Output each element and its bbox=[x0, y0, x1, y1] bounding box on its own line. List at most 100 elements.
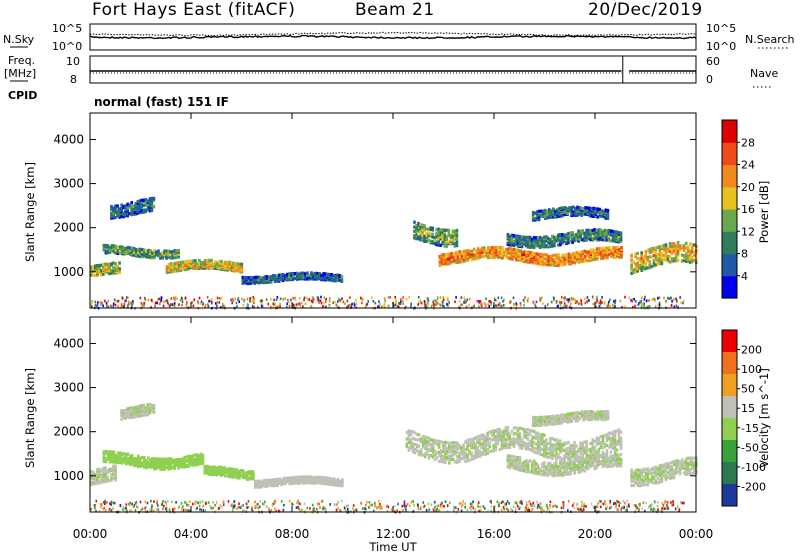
velocity-colorbar: 200 100 50 15 -15 -50 -100 -200 bbox=[721, 329, 766, 507]
colorbar-tick-label: 50 bbox=[741, 383, 755, 396]
nsky-trace bbox=[89, 34, 697, 40]
noise-tick-left-bottom: 10^0 bbox=[52, 40, 82, 53]
colorbar-swatch bbox=[722, 186, 737, 210]
time-tick-label: 16:00 bbox=[477, 527, 512, 541]
noise-tick-right-top: 10^5 bbox=[706, 22, 736, 35]
velocity-axes: 1000 2000 3000 4000 bbox=[53, 317, 697, 512]
time-tick-label: 00:00 bbox=[679, 527, 714, 541]
freq-tick-left-top: 10 bbox=[66, 55, 80, 68]
colorbar-tick-label: 20 bbox=[741, 181, 755, 194]
noise-tick-right-bottom: 10^0 bbox=[706, 40, 736, 53]
y-tick-label: 4000 bbox=[53, 336, 84, 350]
colorbar-swatch bbox=[722, 120, 737, 143]
velocity-echo-region bbox=[102, 449, 205, 471]
colorbar-tick-label: -100 bbox=[741, 461, 766, 474]
time-tick-label: 08:00 bbox=[275, 527, 310, 541]
power-echo-region bbox=[90, 261, 121, 278]
power-echo-region bbox=[630, 241, 698, 275]
power-echo-region bbox=[110, 196, 156, 220]
velocity-echo-region bbox=[630, 456, 698, 488]
colorbar-swatch bbox=[722, 484, 737, 507]
nsky-label: N.Sky bbox=[3, 33, 35, 46]
freq-tick-right-bottom: 0 bbox=[706, 73, 713, 86]
cpid-text: normal (fast) 151 IF bbox=[94, 95, 229, 109]
power-echo-region bbox=[506, 228, 623, 250]
freq-label: Freq. bbox=[8, 54, 35, 67]
colorbar-tick-label: 100 bbox=[741, 363, 762, 376]
nsearch-label: N.Search bbox=[745, 33, 795, 46]
time-tick-label: 12:00 bbox=[376, 527, 411, 541]
colorbar-swatch bbox=[722, 418, 737, 441]
velocity-echo-region bbox=[203, 464, 255, 481]
time-tick-labels: 00:00 04:00 08:00 12:00 16:00 20:00 00:00 bbox=[73, 527, 714, 541]
colorbar-tick-label: 28 bbox=[741, 136, 755, 149]
velocity-echo-region bbox=[254, 475, 344, 489]
colorbar-tick-label: -50 bbox=[741, 441, 759, 454]
power-echo-region bbox=[438, 245, 623, 267]
colorbar-tick-label: -15 bbox=[741, 422, 759, 435]
colorbar-tick-label: -200 bbox=[741, 480, 766, 493]
y-tick-label: 3000 bbox=[53, 177, 84, 191]
colorbar-swatch bbox=[722, 352, 737, 375]
cpid-label: CPID bbox=[8, 89, 37, 102]
velocity-echo-region bbox=[90, 464, 117, 486]
velocity-ylabel: Slant Range [km] bbox=[23, 368, 37, 468]
time-axis-label: Time UT bbox=[368, 540, 417, 554]
colorbar-swatch bbox=[722, 231, 737, 255]
time-tick-label: 00:00 bbox=[73, 527, 108, 541]
power-cbar-label: Power [dB] bbox=[757, 181, 771, 244]
colorbar-tick-label: 15 bbox=[741, 402, 755, 415]
y-tick-label: 1000 bbox=[53, 469, 84, 483]
colorbar-swatch bbox=[722, 142, 737, 166]
colorbar-frame bbox=[721, 329, 738, 507]
colorbar-swatch bbox=[722, 209, 737, 232]
freq-tick-left-bottom: 8 bbox=[70, 73, 77, 86]
freq-tick-right-top: 60 bbox=[706, 55, 720, 68]
velocity-echo-region bbox=[531, 409, 610, 428]
time-tick-label: 20:00 bbox=[578, 527, 613, 541]
colorbar-swatch bbox=[722, 330, 737, 353]
colorbar-swatch bbox=[722, 275, 737, 299]
y-tick-label: 1000 bbox=[53, 265, 84, 279]
velocity-echo-region bbox=[506, 452, 623, 478]
freq-unit-label: [MHz] bbox=[4, 67, 36, 80]
noise-tick-left-top: 10^5 bbox=[52, 22, 82, 35]
y-tick-label: 4000 bbox=[53, 132, 84, 146]
time-tick-label: 04:00 bbox=[174, 527, 209, 541]
colorbar-swatch bbox=[722, 374, 737, 397]
colorbar-swatch bbox=[722, 253, 737, 277]
colorbar-swatch bbox=[722, 462, 737, 485]
velocity-ground-scatter bbox=[90, 499, 685, 514]
velocity-cbar-label: Velocity [m s^-1] bbox=[757, 368, 771, 468]
date-label: 20/Dec/2019 bbox=[588, 0, 703, 20]
colorbar-swatch bbox=[722, 440, 737, 463]
power-echo-region bbox=[102, 243, 180, 260]
velocity-echo-region bbox=[120, 403, 156, 421]
colorbar-swatch bbox=[722, 164, 737, 188]
power-echoes bbox=[90, 196, 698, 310]
velocity-echoes bbox=[90, 403, 698, 514]
y-tick-label: 3000 bbox=[53, 381, 84, 395]
power-ylabel: Slant Range [km] bbox=[23, 162, 37, 262]
power-colorbar: 4 8 12 16 20 24 28 bbox=[721, 119, 755, 299]
noise-traces bbox=[89, 31, 697, 40]
power-echo-region bbox=[413, 220, 459, 248]
colorbar-tick-label: 200 bbox=[741, 344, 762, 357]
power-axes: 1000 2000 3000 4000 bbox=[53, 113, 697, 308]
colorbar-tick-label: 16 bbox=[741, 203, 755, 216]
power-echo-region bbox=[241, 271, 344, 286]
station-title: Fort Hays East (fitACF) bbox=[92, 0, 296, 20]
colorbar-tick-label: 4 bbox=[741, 270, 748, 283]
colorbar-tick-label: 24 bbox=[741, 159, 755, 172]
colorbar-tick-label: 8 bbox=[741, 248, 748, 261]
freq-traces bbox=[90, 56, 696, 83]
power-echo-region bbox=[165, 258, 244, 274]
power-echo-region bbox=[531, 205, 610, 222]
y-tick-label: 2000 bbox=[53, 221, 84, 235]
nsearch-trace bbox=[89, 31, 697, 37]
colorbar-swatch bbox=[722, 396, 737, 419]
beam-label: Beam 21 bbox=[355, 0, 435, 20]
freq-panel-frame bbox=[89, 55, 697, 84]
y-tick-label: 2000 bbox=[53, 425, 84, 439]
